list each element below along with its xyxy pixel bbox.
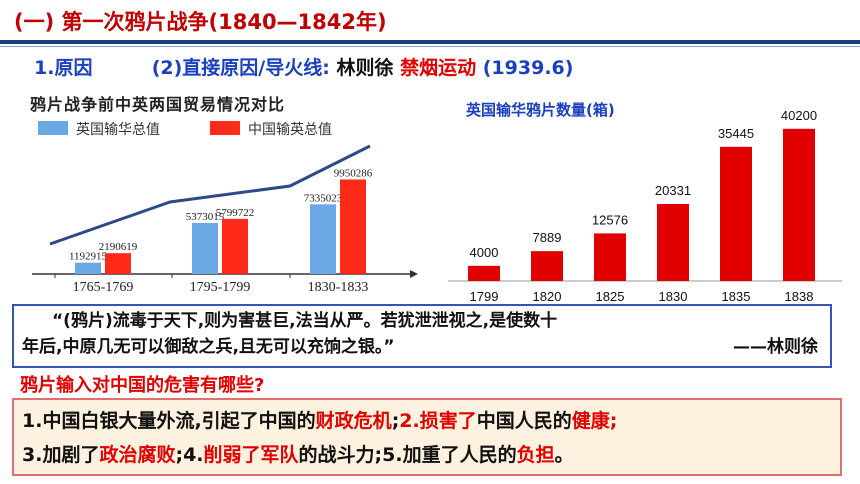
answer-highlight: 损害了 — [419, 410, 477, 432]
opium-value-label: 7889 — [533, 230, 562, 245]
bar-british-0 — [75, 262, 101, 274]
opium-value-label: 35445 — [718, 126, 754, 141]
opium-year-label: 1838 — [785, 289, 814, 304]
opium-chart: 4000 1799 7889 1820 12576 1825 20331 1830 35445 1… — [448, 108, 842, 304]
title-divider-thin — [0, 46, 860, 47]
opium-bar-1799 — [468, 265, 500, 281]
person-name: 林则徐 — [336, 57, 394, 79]
bar-british-2 — [310, 204, 336, 274]
answer-text: ; — [391, 410, 400, 432]
answer-highlight: 政治腐败 — [99, 444, 176, 466]
answer-highlight: 2. — [399, 410, 420, 432]
opium-bar-1825 — [594, 233, 626, 281]
answer-highlight: 负担 — [516, 444, 555, 466]
opium-bar-1835 — [720, 146, 752, 281]
opium-year-label: 1830 — [659, 289, 688, 304]
answer-highlight: 财政危机 — [315, 410, 392, 432]
opium-year-label: 1820 — [533, 289, 562, 304]
bar-value-label: 1192915 — [69, 251, 108, 263]
opium-value-label: 40200 — [781, 108, 817, 123]
opium-chart-title: 英国输华鸦片数量(箱) — [466, 101, 615, 119]
x-tick-label: 1830-1833 — [308, 280, 369, 295]
quote-line-2: 年后,中原几无可以御敌之兵,且无可以充饷之银。” — [22, 337, 395, 357]
bar-chinese-0 — [105, 253, 131, 274]
opium-value-label: 4000 — [470, 245, 499, 260]
opium-year-label: 1825 — [596, 289, 625, 304]
answer-highlight: 健康; — [571, 410, 618, 432]
answer-text: ;4. — [175, 444, 204, 466]
opium-year-label: 1835 — [722, 289, 751, 304]
answer-highlight: 削弱了军队 — [203, 444, 299, 466]
opium-value-label: 20331 — [655, 183, 691, 198]
quote-author: ——林则徐 — [733, 337, 818, 357]
bar-value-label: 2190619 — [99, 241, 138, 253]
opium-bar-1820 — [531, 251, 563, 281]
bar-chinese-2 — [340, 179, 366, 274]
quote-line-1: “(鸦片)流毒于天下,则为害甚巨,法当从严。若犹泄泄视之,是使数十 — [52, 311, 558, 331]
answer-text: 中国人民的 — [476, 410, 572, 432]
x-tick-label: 1795-1799 — [190, 280, 251, 295]
opium-bar-1838 — [783, 128, 815, 281]
event-name: 禁烟运动 — [400, 57, 477, 79]
question-heading: 鸦片输入对中国的危害有哪些? — [20, 375, 265, 396]
answer-text: 的战斗力;5.加重了人民的 — [298, 444, 517, 466]
event-date: (1939.6) — [482, 57, 574, 79]
quote-box — [12, 304, 832, 368]
legend-label-chinese: 中国输英总值 — [248, 122, 332, 138]
bar-value-label: 9950286 — [334, 167, 373, 179]
opium-year-label: 1799 — [470, 289, 499, 304]
legend-label-british: 英国输华总值 — [76, 122, 160, 138]
bar-value-label: 5373015 — [186, 211, 225, 223]
x-axis-arrow — [410, 270, 418, 278]
trend-line — [49, 144, 371, 246]
answer-text: 1.中国白银大量外流,引起了中国的 — [22, 410, 316, 432]
answer-text: 3.加剧了 — [22, 444, 100, 466]
legend-swatch-chinese — [210, 121, 240, 135]
answer-box — [12, 398, 842, 476]
page-title: (一) 第一次鸦片战争(1840—1842年) — [14, 10, 387, 34]
answer-line-1: 1.中国白银大量外流,引起了中国的财政危机;2.损害了中国人民的健康; — [22, 406, 617, 433]
title-divider — [0, 40, 860, 44]
cause-label: (2)直接原因/导火线: — [151, 57, 330, 79]
answer-text: 。 — [554, 444, 574, 466]
bar-value-label: 5799722 — [216, 207, 255, 219]
quote-text: “(鸦片)流毒于天下,则为害甚巨,法当从严。若犹泄泄视之,是使数十 年后,中原几… — [22, 308, 826, 360]
opium-value-label: 12576 — [592, 212, 628, 227]
bar-british-1 — [192, 222, 218, 274]
bar-chinese-1 — [222, 218, 248, 274]
opium-bar-1830 — [657, 204, 689, 281]
legend-swatch-british — [38, 121, 68, 135]
section-subheading: 1.原因 (2)直接原因/导火线: 林则徐 禁烟运动 (1939.6) — [34, 53, 573, 80]
bar-value-label: 7335023 — [304, 192, 343, 204]
x-tick-label: 1765-1769 — [73, 280, 134, 295]
section-index: 1.原因 — [34, 57, 93, 79]
answer-line-2: 3.加剧了政治腐败;4.削弱了军队的战斗力;5.加重了人民的负担。 — [22, 440, 574, 467]
trade-chart-title: 鸦片战争前中英两国贸易情况对比 — [30, 95, 286, 114]
